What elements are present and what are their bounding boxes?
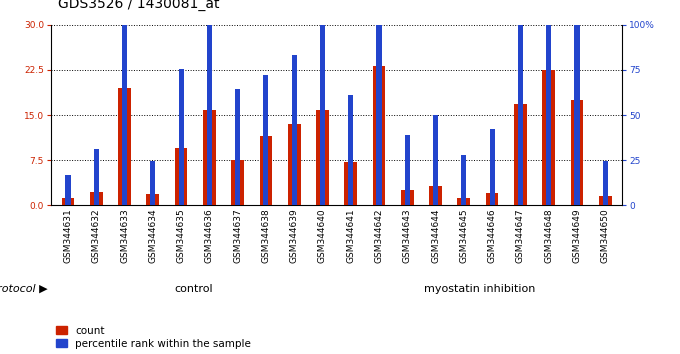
Bar (150, 161, 155, 205)
Bar (461, 155, 466, 205)
Text: GSM344640: GSM344640 (318, 209, 327, 263)
Bar (546, 15, 551, 205)
Text: GSM344647: GSM344647 (516, 209, 525, 263)
Bar (401, 190, 413, 205)
Text: GSM344639: GSM344639 (290, 209, 299, 263)
Bar (486, 193, 498, 205)
Bar (65, 175, 71, 205)
Bar (518, 15, 523, 205)
Bar (260, 136, 272, 205)
Text: control: control (175, 284, 213, 295)
Bar (602, 161, 608, 205)
Bar (263, 75, 269, 205)
Text: GSM344646: GSM344646 (488, 209, 496, 263)
Text: GSM344642: GSM344642 (375, 209, 384, 263)
Bar (90, 192, 103, 205)
Bar (175, 148, 188, 205)
Text: GSM344645: GSM344645 (460, 209, 469, 263)
Bar (207, 15, 212, 205)
Bar (514, 104, 527, 205)
Bar (405, 135, 410, 205)
Bar (433, 115, 438, 205)
Bar (203, 110, 216, 205)
Bar (575, 15, 579, 205)
Text: GSM344635: GSM344635 (177, 209, 186, 263)
Bar (292, 55, 296, 205)
Text: GSM344644: GSM344644 (431, 209, 440, 263)
Bar (316, 110, 329, 205)
Bar (348, 95, 354, 205)
Bar (62, 198, 74, 205)
Bar (231, 160, 244, 205)
Text: GSM344648: GSM344648 (544, 209, 553, 263)
Text: GSM344650: GSM344650 (600, 209, 610, 263)
Bar (490, 129, 494, 205)
Bar (146, 194, 159, 205)
Bar (344, 162, 357, 205)
Bar (373, 66, 386, 205)
Text: GSM344631: GSM344631 (63, 209, 73, 263)
Bar (320, 15, 325, 205)
Text: GSM344649: GSM344649 (573, 209, 581, 263)
Text: myostatin inhibition: myostatin inhibition (424, 284, 535, 295)
Bar (235, 89, 240, 205)
Text: GSM344638: GSM344638 (261, 209, 271, 263)
Bar (288, 124, 301, 205)
Text: GSM344632: GSM344632 (92, 209, 101, 263)
Bar (179, 69, 184, 205)
Bar (571, 100, 583, 205)
Bar (122, 15, 127, 205)
Legend: count, percentile rank within the sample: count, percentile rank within the sample (56, 326, 251, 349)
Text: protocol ▶: protocol ▶ (0, 284, 48, 295)
Bar (599, 196, 611, 205)
Text: GSM344637: GSM344637 (233, 209, 242, 263)
Bar (377, 15, 381, 205)
Bar (118, 88, 131, 205)
Text: GSM344641: GSM344641 (346, 209, 355, 263)
Text: GDS3526 / 1430081_at: GDS3526 / 1430081_at (58, 0, 219, 11)
Bar (458, 198, 470, 205)
Bar (429, 186, 442, 205)
Bar (94, 149, 99, 205)
Text: GSM344633: GSM344633 (120, 209, 129, 263)
Text: GSM344636: GSM344636 (205, 209, 214, 263)
Text: GSM344634: GSM344634 (148, 209, 157, 263)
Bar (543, 70, 555, 205)
Text: GSM344643: GSM344643 (403, 209, 412, 263)
